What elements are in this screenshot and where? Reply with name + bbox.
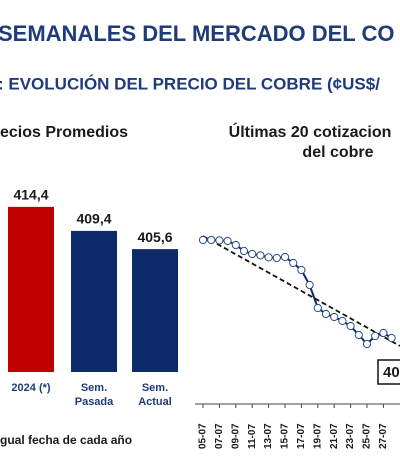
x-tick-label: 07-07 (214, 423, 225, 449)
price-point (289, 258, 298, 268)
x-tick-label: 21-07 (329, 423, 340, 449)
price-point (297, 265, 306, 275)
price-line (203, 239, 393, 346)
price-point (387, 333, 396, 343)
price-point (215, 236, 224, 245)
price-point (379, 328, 388, 338)
x-tick-label: 19-07 (312, 423, 323, 449)
price-point (362, 339, 372, 349)
annotation: 40 (383, 364, 400, 381)
annotation-box (377, 359, 400, 385)
price-point (371, 331, 380, 341)
price-point (346, 321, 355, 331)
price-point (248, 249, 257, 259)
bar (8, 206, 54, 372)
x-tick-label: 11-07 (247, 424, 258, 449)
slide-subtitle: : EVOLUCIÓN DEL PRECIO DEL COBRE (¢US$/ (0, 74, 380, 93)
price-point (330, 312, 339, 322)
x-tick-label: 15-07 (280, 423, 291, 449)
x-tick-label: 13-07 (263, 423, 274, 449)
x-tick-label: 17-07 (296, 423, 307, 449)
price-point (256, 251, 265, 260)
price-point (321, 309, 331, 319)
bar (132, 249, 178, 372)
x-tick-label: Sem. Actual (138, 382, 172, 408)
x-tick-label: 09-07 (230, 423, 241, 449)
price-point (354, 330, 363, 340)
value-label: 414,4 (13, 187, 48, 203)
slide-title: SEMANALES DEL MERCADO DEL CO (0, 21, 394, 46)
price-point (198, 235, 208, 245)
x-tick-label: 05-07 (198, 423, 209, 449)
trend-line (202, 235, 400, 347)
value-label: 405,6 (137, 229, 172, 245)
price-point (305, 280, 314, 290)
price-point (231, 240, 240, 250)
x-tick-label: 23-07 (345, 423, 356, 449)
line-chart-title: Últimas 20 cotizacion (229, 122, 392, 141)
footnote: gual fecha de cada año (0, 433, 132, 447)
x-tick-label: 25-07 (362, 423, 373, 449)
price-point (207, 235, 216, 245)
x-tick-label: 2024 (*) (11, 382, 50, 394)
line-chart-title: del cobre (302, 144, 373, 161)
price-point (264, 253, 273, 262)
price-point (272, 253, 281, 263)
price-point (313, 303, 322, 313)
x-tick-label: 27-07 (378, 423, 389, 449)
price-point (223, 236, 232, 246)
price-point (239, 246, 249, 256)
value-label: 409,4 (76, 211, 111, 227)
price-point (338, 316, 347, 326)
price-point (280, 252, 290, 262)
bar (71, 230, 117, 372)
bar-chart-title: ecios Promedios (0, 124, 128, 141)
x-tick-label: Sem. Pasada (75, 382, 114, 408)
